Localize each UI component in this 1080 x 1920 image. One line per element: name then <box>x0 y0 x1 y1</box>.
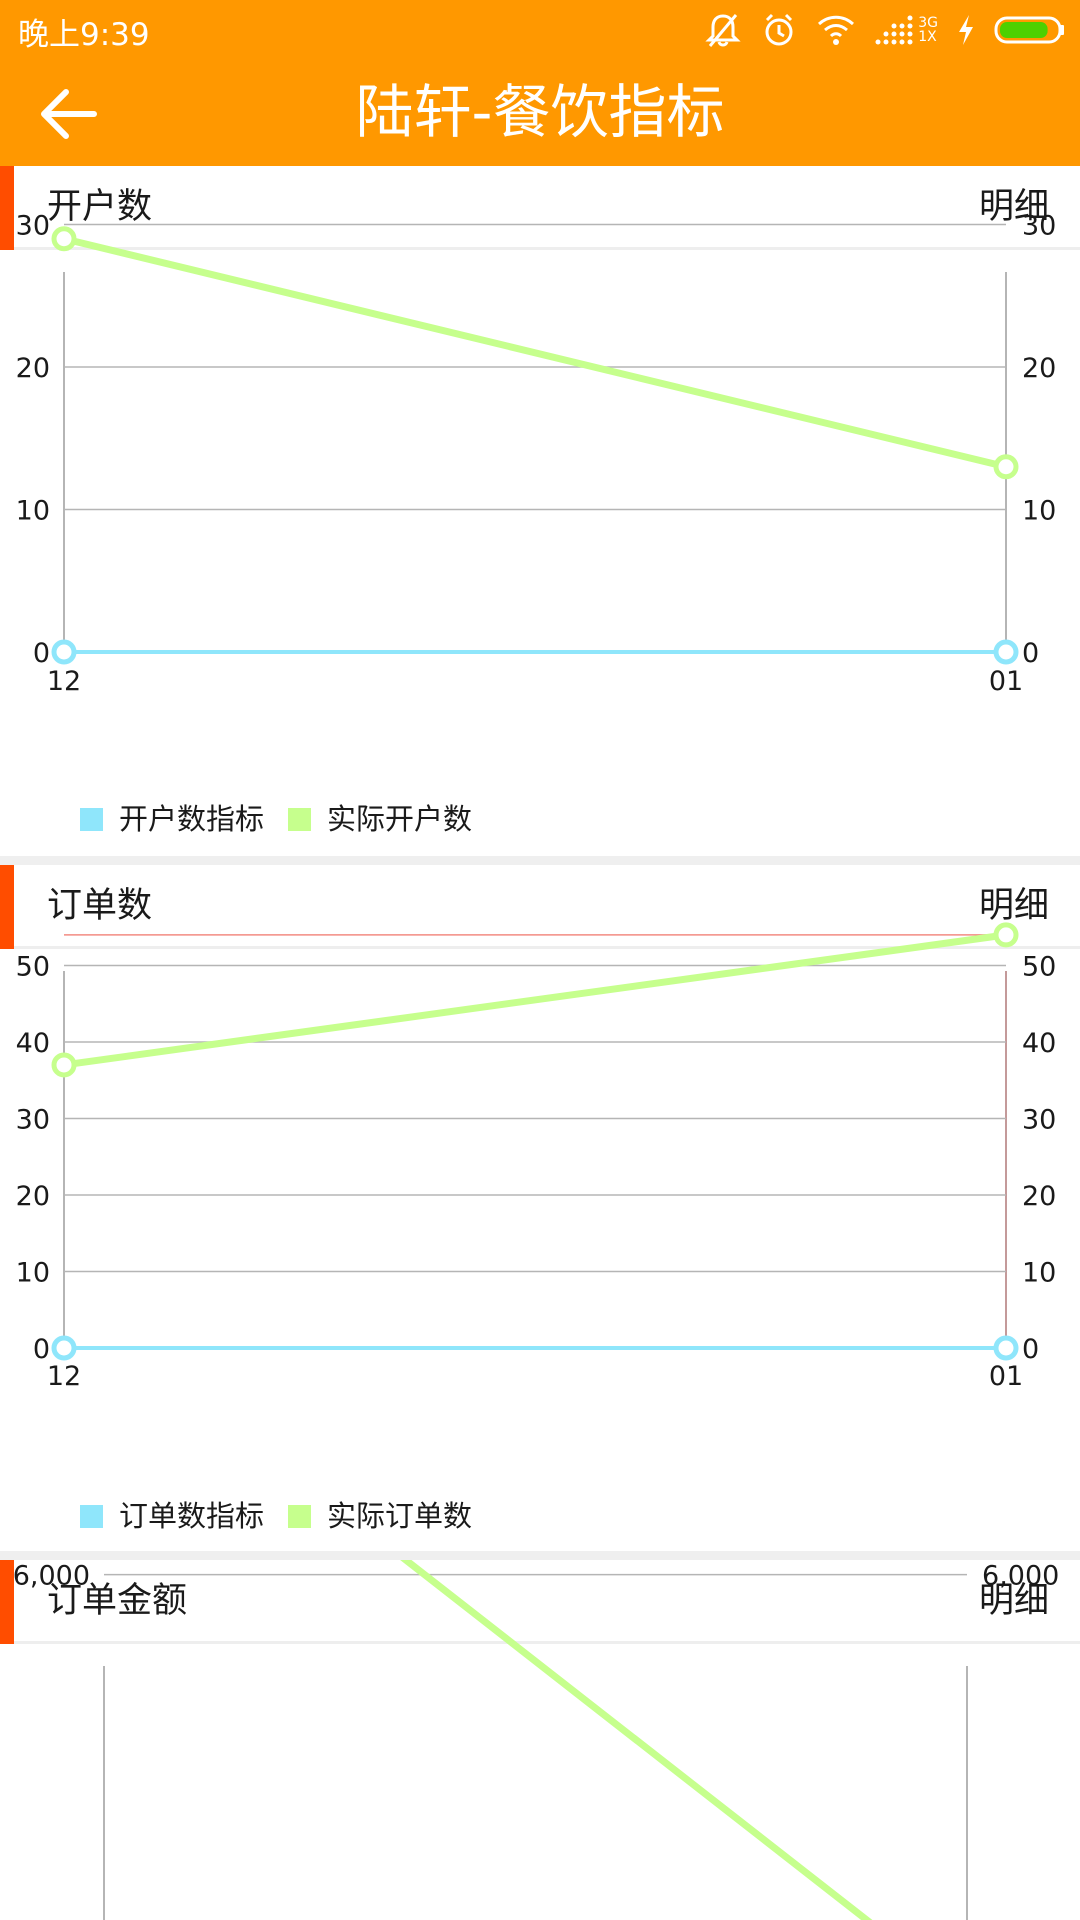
section-title: 订单数 <box>47 886 153 926</box>
network-type-bottom: 1X <box>918 29 937 45</box>
legend-label-target: 开户数指标 <box>119 802 265 836</box>
open-accounts-line-chart: 0 0 10 10 20 20 30 30 12 01 <box>16 211 1057 698</box>
legend-swatch-target <box>80 807 103 831</box>
y-tick-label-left: 0 <box>33 638 50 669</box>
x-tick-label: 01 <box>989 666 1023 697</box>
target-data-point <box>51 639 77 665</box>
chart-legend: 开户数指标 实际开户数 <box>80 800 496 838</box>
y-tick-label-right: 40 <box>1022 1028 1056 1059</box>
section-header: 订单数 明细 <box>0 865 1080 949</box>
x-tick-label: 12 <box>47 1361 81 1392</box>
open-accounts-chart: 0 0 10 10 20 20 30 30 12 01 <box>0 211 1080 762</box>
legend-label-actual: 实际开户数 <box>327 802 473 836</box>
x-tick-label: 01 <box>989 1361 1023 1392</box>
charging-icon <box>956 13 976 47</box>
legend-swatch-actual <box>288 807 312 831</box>
status-time: 晚上9:39 <box>18 17 150 53</box>
actual-series-line <box>60 235 1010 471</box>
y-tick-label-left: 20 <box>16 1181 50 1212</box>
y-tick-label-right: 6,000 <box>982 1561 1059 1592</box>
page-title: 陆轩-餐饮指标 <box>355 78 725 146</box>
silent-bell-icon <box>704 11 742 49</box>
y-tick-label-right: 20 <box>1022 353 1056 384</box>
y-tick-label-right: 0 <box>1022 1334 1039 1365</box>
legend-label-actual: 实际订单数 <box>327 1499 473 1533</box>
actual-data-point <box>51 1052 77 1078</box>
network-type-top: 3G <box>918 15 938 31</box>
detail-button[interactable]: 明细 <box>978 886 1049 926</box>
legend-item-target: 订单数指标 <box>80 1497 264 1535</box>
y-tick-label-left: 30 <box>16 1105 50 1136</box>
y-tick-label-left: 10 <box>16 1258 50 1289</box>
signal-icon: 3G 1X <box>874 13 938 47</box>
section-header: 订单金额 明细 <box>0 1560 1080 1644</box>
orders-chart: 0 0 10 10 20 20 30 30 40 40 50 50 12 01 <box>0 922 1080 1466</box>
section-accent-bar <box>0 1560 14 1644</box>
app-bar: 陆轩-餐饮指标 <box>0 58 1080 166</box>
back-button[interactable] <box>32 82 104 146</box>
legend-item-actual: 实际订单数 <box>288 1497 472 1535</box>
actual-series-line <box>60 931 1010 1069</box>
section-open-accounts: 开户数 明细 0 0 10 10 20 20 30 30 12 01 开户数指标 实际开户数 <box>0 166 1080 856</box>
legend-swatch-target <box>80 1504 103 1528</box>
y-tick-label-right: 20 <box>1022 1181 1056 1212</box>
y-tick-label-right: 0 <box>1022 638 1039 669</box>
target-data-point <box>993 1335 1019 1361</box>
chart-legend: 订单数指标 实际订单数 <box>80 1497 496 1535</box>
y-tick-label-left: 0 <box>33 1334 50 1365</box>
y-tick-label-left: 20 <box>16 353 50 384</box>
detail-button[interactable]: 明细 <box>978 187 1049 227</box>
arrow-left-icon <box>41 89 97 139</box>
y-tick-label-left: 40 <box>16 1028 50 1059</box>
section-accent-bar <box>0 166 14 250</box>
legend-swatch-actual <box>288 1504 312 1528</box>
y-tick-label-left: 10 <box>16 496 50 527</box>
y-tick-label-left: 6,000 <box>13 1561 90 1592</box>
section-title: 订单金额 <box>47 1581 188 1621</box>
actual-series-line <box>400 1560 873 1920</box>
y-tick-label-right: 30 <box>1022 1105 1056 1136</box>
status-icons: 3G 1X <box>704 10 1066 50</box>
section-header: 开户数 明细 <box>0 166 1080 250</box>
x-tick-label: 12 <box>47 666 81 697</box>
legend-item-actual: 实际开户数 <box>288 800 472 838</box>
orders-line-chart: 0 0 10 10 20 20 30 30 40 40 50 50 12 01 <box>16 922 1056 1392</box>
section-orders: 订单数 明细 0 0 10 10 20 20 30 30 40 40 50 50 12 01 订单数指标 … <box>0 865 1080 1551</box>
alarm-icon <box>760 11 798 49</box>
actual-data-point <box>993 454 1019 480</box>
y-tick-label-right: 10 <box>1022 1258 1056 1289</box>
y-tick-label-right: 50 <box>1022 952 1056 983</box>
y-tick-label-right: 10 <box>1022 496 1056 527</box>
y-tick-label-left: 50 <box>16 952 50 983</box>
target-data-point <box>51 1335 77 1361</box>
y-tick-label-left: 30 <box>16 211 50 242</box>
battery-level-fill <box>1000 22 1048 38</box>
actual-data-point <box>993 922 1019 948</box>
target-data-point <box>993 639 1019 665</box>
legend-label-target: 订单数指标 <box>119 1499 265 1533</box>
section-separator <box>0 1551 1080 1560</box>
detail-button[interactable]: 明细 <box>978 1581 1049 1621</box>
wifi-icon <box>816 11 856 49</box>
network-type-label: 3G 1X <box>918 16 938 44</box>
actual-data-point <box>51 226 77 252</box>
section-accent-bar <box>0 865 14 949</box>
y-tick-label-right: 30 <box>1022 211 1056 242</box>
battery-icon <box>994 15 1066 45</box>
section-title: 开户数 <box>47 187 153 227</box>
section-separator <box>0 856 1080 865</box>
legend-item-target: 开户数指标 <box>80 800 264 838</box>
status-bar: 晚上9:39 <box>0 0 1080 58</box>
